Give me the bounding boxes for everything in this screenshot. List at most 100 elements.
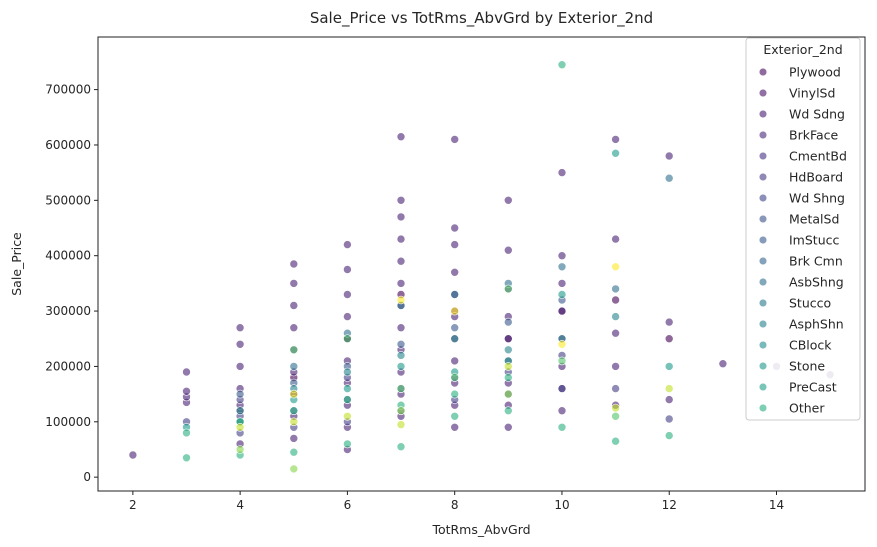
data-point: [557, 339, 567, 349]
points-layer: [128, 60, 835, 474]
data-point: [664, 317, 674, 327]
legend-marker: [758, 88, 768, 98]
data-point: [396, 351, 406, 360]
data-point: [664, 395, 674, 404]
data-point: [289, 389, 299, 399]
data-point: [503, 389, 513, 399]
legend-marker: [758, 403, 768, 413]
legend-label: ImStucc: [789, 233, 839, 248]
data-point: [557, 306, 567, 316]
data-point: [611, 411, 620, 421]
data-point: [396, 212, 406, 222]
legend-label: Stucco: [789, 296, 831, 311]
data-point: [289, 279, 299, 288]
data-point: [396, 420, 406, 429]
x-axis-title: TotRms_AbvGrd: [431, 522, 530, 537]
data-point: [450, 223, 460, 233]
y-axis-title: Sale_Price: [9, 232, 24, 296]
data-point: [235, 323, 245, 333]
data-point: [450, 323, 460, 333]
data-point: [664, 384, 674, 393]
data-point: [235, 389, 245, 399]
x-tick-label: 6: [344, 498, 352, 512]
data-point: [503, 196, 513, 205]
data-point: [611, 149, 620, 158]
legend-label: Stone: [789, 359, 825, 374]
data-point: [343, 290, 352, 299]
x-axis-ticks: 2 4 6 8 10 12 14: [129, 491, 784, 512]
data-point: [557, 356, 567, 366]
legend-label: Wd Sdng: [789, 107, 845, 122]
data-point: [450, 334, 460, 344]
x-tick-label: 10: [554, 498, 569, 512]
data-point: [289, 464, 299, 474]
data-point: [557, 262, 567, 272]
legend-marker: [758, 319, 768, 329]
data-point: [611, 234, 620, 244]
data-point: [557, 279, 567, 288]
data-point: [611, 312, 620, 321]
data-point: [396, 256, 406, 266]
data-point: [289, 447, 299, 457]
legend-marker: [758, 172, 768, 182]
data-point: [450, 306, 460, 316]
legend-marker: [758, 109, 768, 119]
data-point: [503, 334, 513, 344]
y-tick-label: 500000: [45, 193, 91, 207]
legend-label: VinylSd: [789, 86, 835, 101]
legend-label: BrkFace: [789, 128, 839, 143]
data-point: [343, 384, 352, 393]
x-tick-label: 12: [662, 498, 677, 512]
data-point: [664, 362, 674, 371]
data-point: [289, 406, 299, 416]
data-point: [664, 151, 674, 161]
legend-label: Wd Shng: [789, 191, 845, 206]
data-point: [503, 422, 513, 432]
data-point: [396, 279, 406, 288]
data-point: [396, 196, 406, 205]
data-point: [450, 389, 460, 399]
legend-label: Brk Cmn: [789, 254, 843, 269]
data-point: [557, 406, 567, 416]
data-point: [396, 339, 406, 349]
data-point: [503, 373, 513, 382]
data-point: [611, 436, 620, 446]
legend: Exterior_2nd Plywood VinylSd Wd Sdng BrkFac…: [745, 37, 861, 421]
data-point: [343, 439, 352, 449]
data-point: [235, 362, 245, 371]
data-point: [343, 411, 352, 421]
data-point: [235, 445, 245, 454]
legend-marker: [758, 361, 768, 371]
data-point: [718, 359, 728, 369]
data-point: [182, 367, 191, 377]
data-point: [611, 403, 620, 413]
legend-marker: [758, 193, 768, 203]
data-point: [235, 422, 245, 432]
data-point: [503, 245, 513, 255]
data-point: [450, 240, 460, 249]
legend-label: Plywood: [789, 65, 841, 80]
data-point: [503, 345, 513, 355]
x-tick-label: 4: [236, 498, 244, 512]
data-point: [289, 417, 299, 427]
data-point: [557, 168, 567, 177]
data-point: [611, 295, 620, 305]
legend-marker: [758, 235, 768, 245]
data-point: [450, 267, 460, 277]
data-point: [503, 284, 513, 294]
x-tick-label: 14: [769, 498, 784, 512]
data-point: [182, 386, 191, 396]
data-point: [289, 362, 299, 371]
data-point: [664, 431, 674, 440]
data-point: [450, 356, 460, 366]
data-point: [128, 450, 138, 460]
y-tick-label: 600000: [45, 138, 91, 152]
data-point: [611, 362, 620, 371]
data-point: [611, 284, 620, 294]
legend-label: MetalSd: [789, 212, 839, 227]
y-tick-label: 0: [83, 470, 91, 484]
data-point: [182, 453, 191, 463]
legend-marker: [758, 277, 768, 287]
x-tick-label: 2: [129, 498, 137, 512]
data-point: [396, 295, 406, 305]
